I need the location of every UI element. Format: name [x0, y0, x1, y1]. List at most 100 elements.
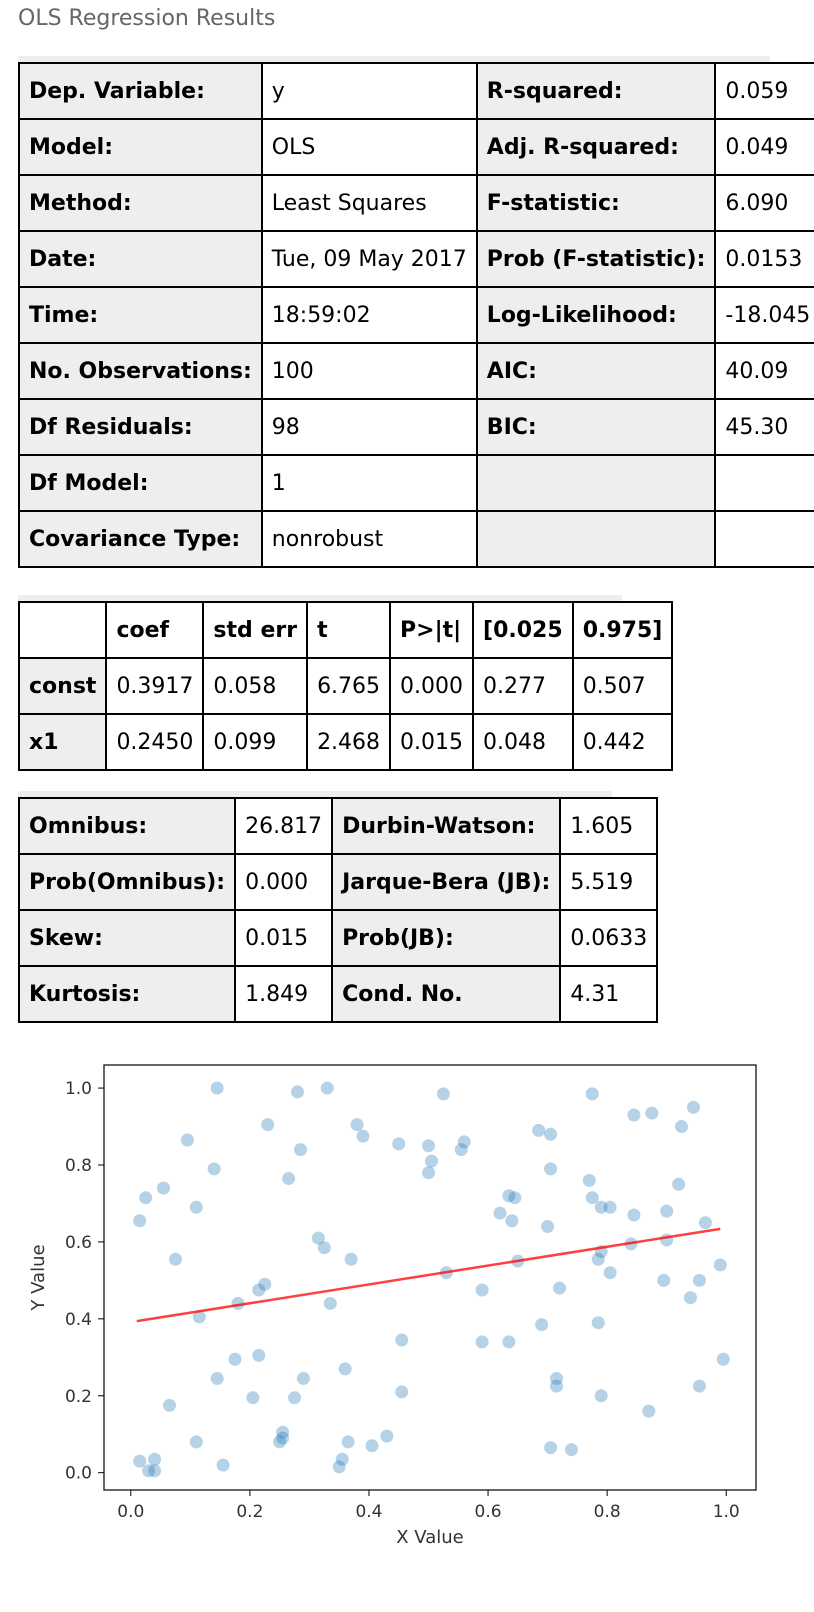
- summary-label: Date:: [18, 230, 263, 288]
- scatter-point: [716, 1352, 730, 1366]
- scatter-point: [276, 1425, 290, 1439]
- summary-row: Time: 18:59:02 Log-Likelihood: -18.045: [18, 286, 814, 344]
- scatter-point: [148, 1452, 162, 1466]
- scatter-point: [180, 1133, 194, 1147]
- scatter-point: [341, 1435, 355, 1449]
- regression-line: [136, 1227, 721, 1323]
- scatter-point: [493, 1206, 507, 1220]
- scatter-point: [585, 1087, 599, 1101]
- scatter-point: [338, 1362, 352, 1376]
- summary-row: Covariance Type: nonrobust: [18, 510, 814, 568]
- scatter-point: [672, 1177, 686, 1191]
- summary-label: BIC:: [475, 398, 717, 456]
- summary-value: 6.090: [714, 174, 814, 232]
- scatter-point: [627, 1208, 641, 1222]
- summary-label: Df Residuals:: [18, 398, 263, 456]
- scatter-point: [216, 1458, 230, 1472]
- diagnostics-label: Skew:: [17, 909, 237, 967]
- scatter-point: [508, 1191, 522, 1205]
- coef-top-rule: [18, 595, 622, 601]
- scatter-point: [692, 1273, 706, 1287]
- x-tick-label: 0.6: [475, 1502, 502, 1522]
- scatter-point: [148, 1464, 162, 1478]
- summary-label: Method:: [18, 174, 263, 232]
- coef-value: 2.468: [306, 713, 392, 771]
- scatter-point: [142, 1464, 156, 1478]
- summary-value: 45.30: [714, 398, 814, 456]
- scatter-point: [157, 1181, 171, 1195]
- diagnostics-row: Omnibus: 26.817 Durbin-Watson: 1.605: [17, 797, 659, 855]
- diag-top-rule: [18, 791, 612, 797]
- summary-row: Df Residuals: 98 BIC: 45.30: [18, 398, 814, 456]
- scatter-point: [582, 1173, 596, 1187]
- scatter-point: [291, 1085, 305, 1099]
- summary-value: 100: [260, 342, 478, 400]
- scatter-point: [698, 1216, 712, 1230]
- x-axis-label: X Value: [396, 1527, 463, 1548]
- coef-header-row: coef std err t P>|t| [0.025 0.975]: [17, 601, 674, 659]
- summary-label: F-statistic:: [475, 174, 717, 232]
- scatter-point: [335, 1452, 349, 1466]
- coef-column-header: std err: [202, 601, 309, 659]
- scatter-point: [594, 1200, 608, 1214]
- summary-value: 40.09: [714, 342, 814, 400]
- summary-value: 0.0153: [714, 230, 814, 288]
- scatter-point: [365, 1439, 379, 1453]
- diagnostics-value: 1.849: [234, 965, 334, 1023]
- scatter-point: [675, 1120, 689, 1134]
- scatter-point: [273, 1435, 287, 1449]
- scatter-point: [162, 1398, 176, 1412]
- summary-row: Date: Tue, 09 May 2017 Prob (F-statistic):…: [18, 230, 814, 288]
- scatter-point: [422, 1166, 436, 1180]
- y-tick-label: 1.0: [65, 1079, 92, 1099]
- summary-label: R-squared:: [475, 62, 717, 120]
- coef-column-header: 0.975]: [571, 601, 674, 659]
- scatter-point: [544, 1162, 558, 1176]
- scatter-point: [627, 1108, 641, 1122]
- scatter-point: [544, 1441, 558, 1455]
- coef-column-header: [0.025: [472, 601, 574, 659]
- summary-value: nonrobust: [260, 510, 478, 568]
- summary-row: Model: OLS Adj. R-squared: 0.049: [18, 118, 814, 176]
- scatter-point: [395, 1385, 409, 1399]
- scatter-point: [424, 1154, 438, 1168]
- diagnostics-label: Prob(Omnibus):: [17, 853, 237, 911]
- scatter-point: [252, 1283, 266, 1297]
- diagnostics-row: Prob(Omnibus): 0.000 Jarque-Bera (JB): 5.51…: [17, 853, 659, 911]
- scatter-point: [282, 1171, 296, 1185]
- scatter-point: [553, 1281, 567, 1295]
- scatter-point: [684, 1291, 698, 1305]
- y-axis-label: Y Value: [28, 1244, 49, 1311]
- scatter-point: [189, 1200, 203, 1214]
- scatter-point: [168, 1252, 182, 1266]
- diagnostics-label: Prob(JB):: [331, 909, 562, 967]
- scatter-point: [261, 1118, 275, 1132]
- scatter-point: [252, 1348, 266, 1362]
- scatter-point: [189, 1435, 203, 1449]
- summary-label: Log-Likelihood:: [475, 286, 717, 344]
- coef-row-label: x1: [17, 713, 108, 771]
- coef-value: 0.048: [472, 713, 574, 771]
- diagnostics-value: 26.817: [234, 797, 334, 855]
- summary-value: 0.059: [714, 62, 814, 120]
- summary-value: 98: [260, 398, 478, 456]
- scatter-point: [207, 1162, 221, 1176]
- scatter-point: [550, 1379, 564, 1393]
- scatter-point: [550, 1371, 564, 1385]
- coef-value: 0.3917: [105, 657, 205, 715]
- scatter-point: [332, 1460, 346, 1474]
- summary-value: y: [260, 62, 478, 120]
- summary-label: [475, 454, 717, 512]
- summary-row: No. Observations: 100 AIC: 40.09: [18, 342, 814, 400]
- diagnostics-value: 0.000: [234, 853, 334, 911]
- coef-row-label: const: [17, 657, 108, 715]
- x-tick-label: 0.0: [117, 1502, 144, 1522]
- coef-row: x1 0.2450 0.099 2.468 0.015 0.048 0.442: [17, 713, 674, 771]
- diagnostics-label: Cond. No.: [331, 965, 562, 1023]
- scatter-point: [535, 1318, 549, 1332]
- coef-value: 0.2450: [105, 713, 205, 771]
- summary-table: Dep. Variable: y R-squared: 0.059 Model: OLS A…: [18, 62, 814, 568]
- coef-value: 0.099: [202, 713, 309, 771]
- scatter-point: [591, 1252, 605, 1266]
- scatter-point: [603, 1266, 617, 1280]
